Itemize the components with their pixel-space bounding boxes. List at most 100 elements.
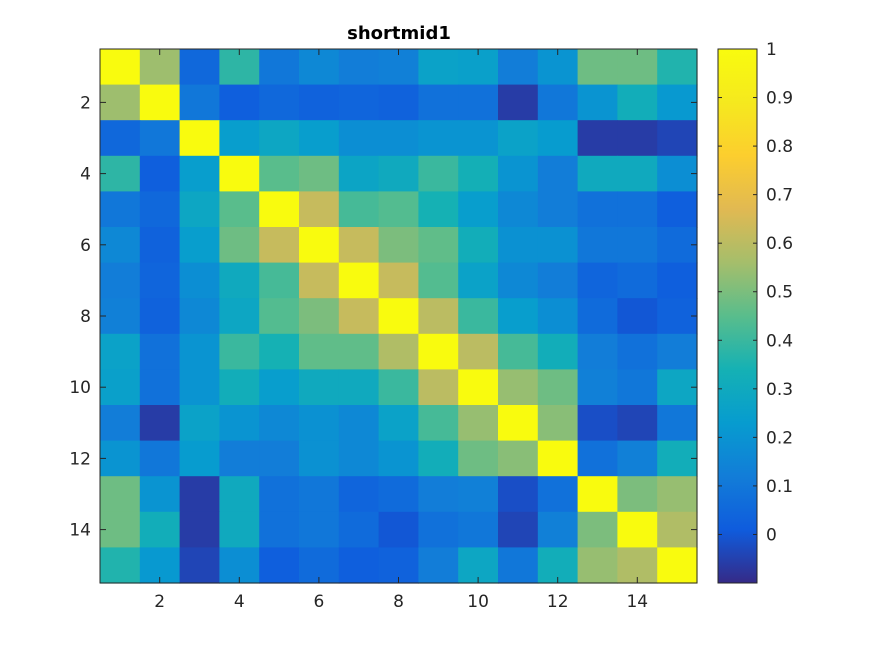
heatmap-cell <box>418 262 459 299</box>
heatmap-cell <box>537 369 579 406</box>
colorbar: 0 0.1 0.2 0.3 0.4 0.5 0.6 0.7 0.8 0.9 1 <box>717 40 793 584</box>
heatmap-cell <box>378 155 419 192</box>
heatmap-cell <box>498 476 539 513</box>
heatmap-cell <box>299 84 340 121</box>
heatmap-cell <box>100 369 141 406</box>
heatmap-cell <box>657 333 698 370</box>
heatmap-cell <box>299 333 340 370</box>
x-tick-label: 12 <box>547 592 569 612</box>
heatmap-cell <box>179 191 220 228</box>
heatmap-cell <box>418 49 459 86</box>
heatmap-cell <box>577 84 618 121</box>
colorbar-tick-label: 0.1 <box>766 477 793 497</box>
colorbar-tick-label: 0.6 <box>766 234 793 254</box>
heatmap-cell <box>617 440 658 477</box>
heatmap-cell <box>617 511 658 548</box>
heatmap-cell <box>498 262 539 299</box>
heatmap-cell <box>139 405 181 442</box>
heatmap-cell <box>259 84 300 121</box>
heatmap-cell <box>577 511 618 548</box>
heatmap-cell <box>657 298 698 335</box>
heatmap-cell <box>139 476 181 513</box>
heatmap-cell <box>537 155 579 192</box>
heatmap-cell <box>498 405 539 442</box>
heatmap-cell <box>418 298 459 335</box>
x-tick-label: 6 <box>313 592 324 612</box>
heatmap-cell <box>378 191 419 228</box>
heatmap-cell <box>259 547 300 584</box>
heatmap-cell <box>139 262 181 299</box>
heatmap-cell <box>617 405 658 442</box>
heatmap-cell <box>100 120 141 157</box>
heatmap-cell <box>259 120 300 157</box>
heatmap-cell <box>418 405 459 442</box>
heatmap-cell <box>299 405 340 442</box>
heatmap-cell <box>219 227 260 264</box>
heatmap-cell <box>219 298 260 335</box>
heatmap-cell <box>577 440 618 477</box>
heatmap-cell <box>338 262 380 299</box>
heatmap-cell <box>378 333 419 370</box>
heatmap-cell <box>378 120 419 157</box>
y-tick-label: 12 <box>69 449 91 469</box>
heatmap-cell <box>100 440 141 477</box>
heatmap-cell <box>139 120 181 157</box>
heatmap-cell <box>657 547 698 584</box>
heatmap-cell <box>498 49 539 86</box>
colorbar-frame <box>717 48 758 584</box>
y-tick-label: 10 <box>69 378 91 398</box>
heatmap-cell <box>378 476 419 513</box>
heatmap-cell <box>259 262 300 299</box>
heatmap-cell <box>139 84 181 121</box>
heatmap-cell <box>418 476 459 513</box>
heatmap-cell <box>100 476 141 513</box>
heatmap-cell <box>498 120 539 157</box>
y-tick-label: 2 <box>80 93 91 113</box>
heatmap-cell <box>498 227 539 264</box>
heatmap-cell <box>378 49 419 86</box>
heatmap-cell <box>100 191 141 228</box>
y-tick-label: 8 <box>80 307 91 327</box>
heatmap-cell <box>657 369 698 406</box>
heatmap-cell <box>139 155 181 192</box>
heatmap-cell <box>577 333 618 370</box>
heatmap-cell <box>617 476 658 513</box>
heatmap-cell <box>338 333 380 370</box>
heatmap-cell <box>179 155 220 192</box>
heatmap-cell <box>139 227 181 264</box>
heatmap-cell <box>418 227 459 264</box>
heatmap-cell <box>537 298 579 335</box>
heatmap-cell <box>458 405 499 442</box>
heatmap-cell <box>378 262 419 299</box>
heatmap-cell <box>259 476 300 513</box>
x-tick-label: 2 <box>154 592 165 612</box>
heatmap-cell <box>338 369 380 406</box>
heatmap-cell <box>657 262 698 299</box>
heatmap-cell <box>537 84 579 121</box>
heatmap-cell <box>458 84 499 121</box>
heatmap-cell <box>378 405 419 442</box>
heatmap-cell <box>418 191 459 228</box>
heatmap-cell <box>458 227 499 264</box>
heatmap-cell <box>259 49 300 86</box>
heatmap-cell <box>100 227 141 264</box>
heatmap-cell <box>179 49 220 86</box>
heatmap-cell <box>219 191 260 228</box>
heatmap-cell <box>498 298 539 335</box>
heatmap-cell <box>259 333 300 370</box>
heatmap-cell <box>617 227 658 264</box>
heatmap-cells <box>100 49 698 584</box>
heatmap-cell <box>179 511 220 548</box>
heatmap-cell <box>139 49 181 86</box>
colorbar-tick-label: 0.3 <box>766 380 793 400</box>
colorbar-tick-label: 0.8 <box>766 137 793 157</box>
y-tick-label: 6 <box>80 236 91 256</box>
heatmap-cell <box>299 191 340 228</box>
heatmap-cell <box>259 227 300 264</box>
heatmap-cell <box>537 227 579 264</box>
heatmap-cell <box>458 49 499 86</box>
heatmap-cell <box>299 155 340 192</box>
heatmap-cell <box>418 369 459 406</box>
colorbar-tick-label: 0.5 <box>766 283 793 303</box>
